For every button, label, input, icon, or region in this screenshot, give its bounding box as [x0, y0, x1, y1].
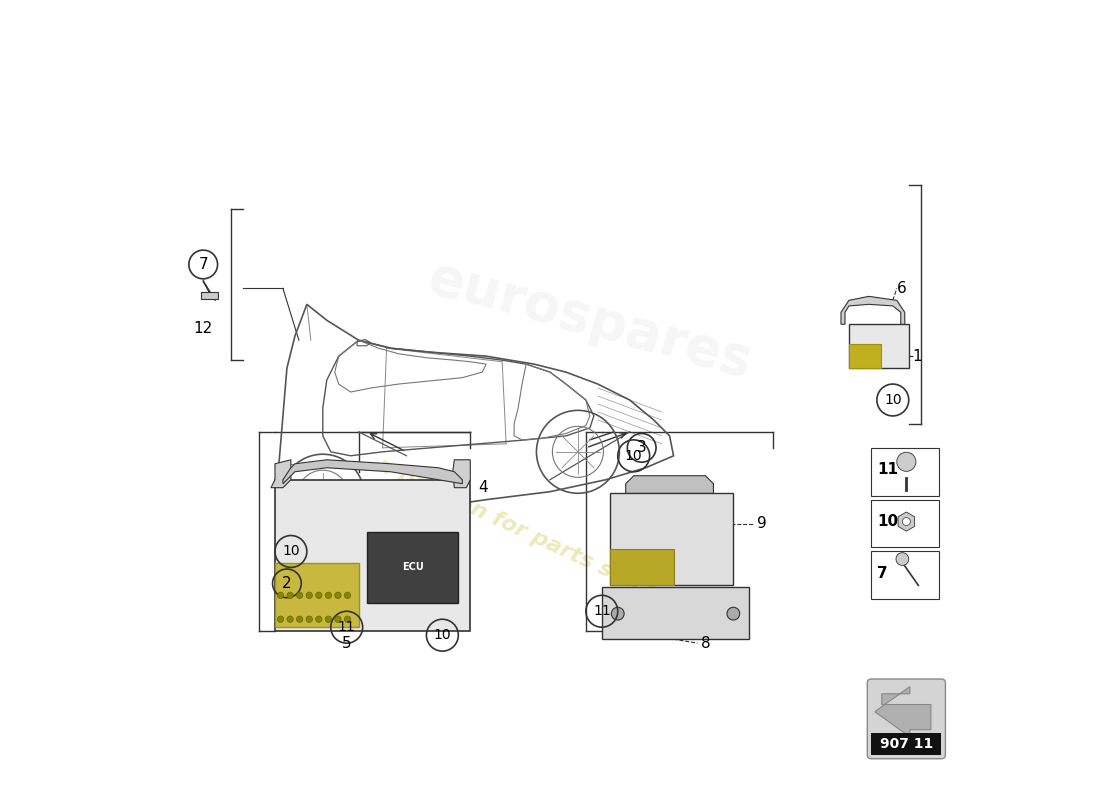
Circle shape	[326, 616, 331, 622]
FancyBboxPatch shape	[366, 531, 459, 603]
FancyBboxPatch shape	[849, 344, 881, 368]
Circle shape	[326, 592, 331, 598]
Text: 2: 2	[282, 576, 292, 591]
Text: 10: 10	[884, 393, 902, 407]
Text: ECU: ECU	[402, 562, 424, 573]
Bar	[871, 734, 942, 754]
Circle shape	[902, 518, 911, 526]
Circle shape	[287, 616, 294, 622]
Text: eurospares: eurospares	[422, 252, 758, 389]
Bar	[871, 500, 939, 547]
FancyBboxPatch shape	[602, 587, 749, 639]
FancyBboxPatch shape	[609, 494, 734, 585]
Bar	[871, 448, 939, 496]
Text: 907 11: 907 11	[880, 737, 933, 751]
Circle shape	[727, 607, 739, 620]
Text: 11: 11	[877, 462, 898, 478]
Circle shape	[896, 553, 909, 566]
FancyBboxPatch shape	[867, 679, 945, 758]
Text: 11: 11	[593, 604, 611, 618]
Circle shape	[344, 592, 351, 598]
Polygon shape	[453, 460, 471, 488]
Circle shape	[316, 592, 322, 598]
Text: 8: 8	[702, 636, 711, 650]
Text: 7: 7	[877, 566, 888, 581]
Text: 10: 10	[433, 628, 451, 642]
Circle shape	[287, 592, 294, 598]
Text: 10: 10	[877, 514, 898, 529]
Polygon shape	[271, 460, 290, 488]
Text: 12: 12	[194, 321, 212, 336]
Text: 11: 11	[338, 620, 355, 634]
Polygon shape	[283, 460, 462, 484]
Circle shape	[277, 616, 284, 622]
Text: 10: 10	[625, 449, 642, 463]
Polygon shape	[842, 296, 905, 324]
FancyBboxPatch shape	[275, 480, 471, 631]
Circle shape	[896, 452, 916, 471]
FancyBboxPatch shape	[849, 324, 909, 368]
Circle shape	[297, 616, 302, 622]
Polygon shape	[898, 512, 914, 531]
Text: 6: 6	[896, 281, 906, 296]
Text: 4: 4	[478, 480, 488, 495]
FancyBboxPatch shape	[609, 549, 673, 585]
Text: 7: 7	[198, 257, 208, 272]
Circle shape	[306, 592, 312, 598]
FancyBboxPatch shape	[275, 563, 359, 627]
Circle shape	[277, 592, 284, 598]
Text: 3: 3	[637, 440, 647, 455]
Text: 9: 9	[757, 516, 767, 531]
Circle shape	[306, 616, 312, 622]
Text: 10: 10	[282, 545, 299, 558]
Text: a passion for parts since 1965: a passion for parts since 1965	[374, 454, 726, 633]
Circle shape	[316, 616, 322, 622]
Text: 1: 1	[913, 349, 923, 364]
FancyBboxPatch shape	[201, 292, 219, 298]
Circle shape	[334, 592, 341, 598]
Circle shape	[297, 592, 302, 598]
Bar	[871, 551, 939, 599]
Circle shape	[334, 616, 341, 622]
Polygon shape	[626, 476, 714, 494]
Circle shape	[612, 607, 624, 620]
Text: 5: 5	[342, 636, 352, 650]
Circle shape	[344, 616, 351, 622]
Polygon shape	[874, 686, 931, 737]
